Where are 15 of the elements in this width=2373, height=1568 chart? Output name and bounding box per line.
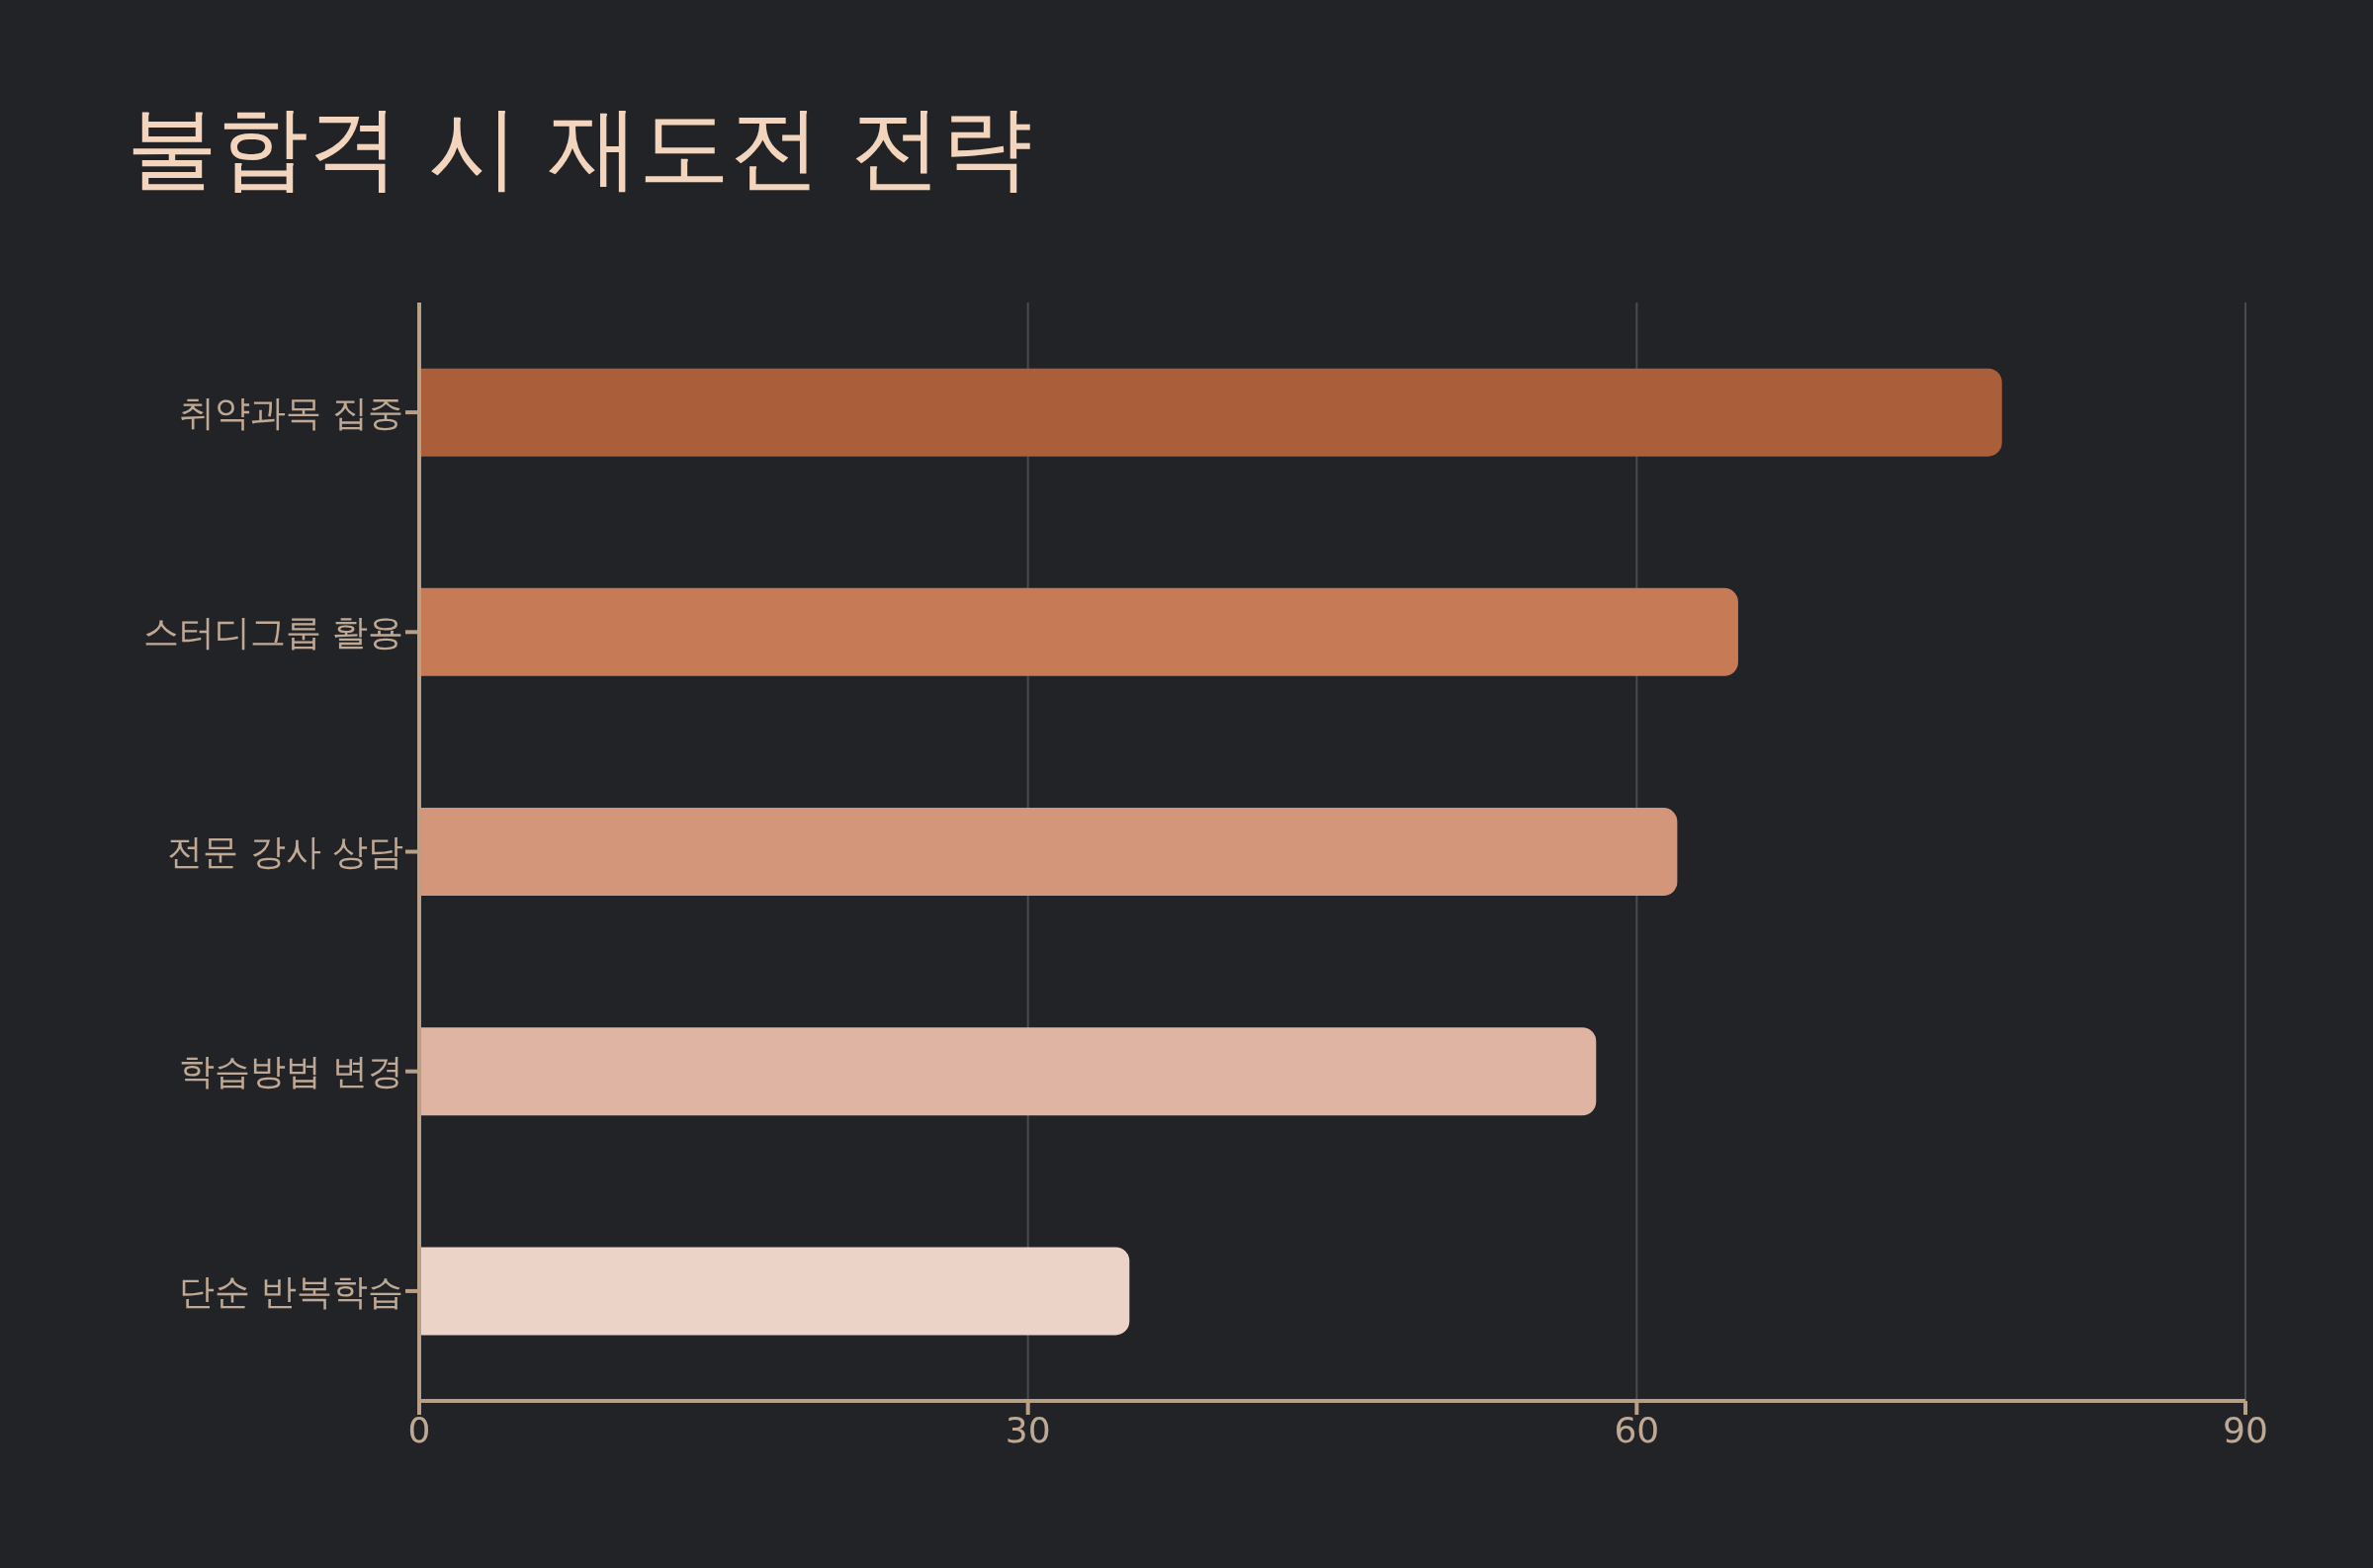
x-tick-label: 30 (1005, 1409, 1051, 1450)
x-tick-label: 90 (2223, 1409, 2268, 1450)
x-tick-label: 60 (1614, 1409, 1660, 1450)
chart-title: 불합격 시 재도전 전략 (127, 94, 1032, 203)
bar (419, 587, 1738, 676)
bar (419, 808, 1678, 897)
y-tick-label: 취약과목 집중 (178, 392, 403, 433)
y-tick-label: 전문 강사 상담 (167, 831, 403, 873)
bar (419, 368, 2002, 457)
bar (419, 1027, 1597, 1116)
y-tick-label: 단순 반복학습 (178, 1270, 403, 1312)
y-tick-label: 학습방법 변경 (178, 1051, 403, 1092)
bar (419, 1247, 1130, 1336)
y-tick-label: 스터디그룹 활용 (142, 612, 403, 653)
x-tick-label: 0 (407, 1409, 431, 1450)
